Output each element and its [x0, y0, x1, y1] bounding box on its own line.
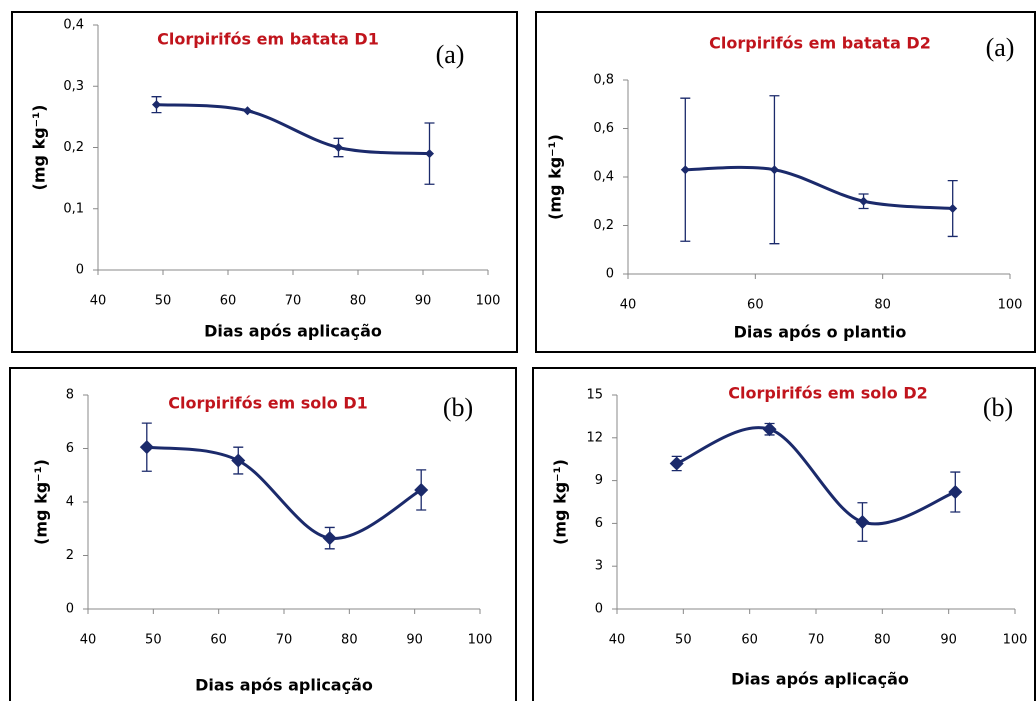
x-axis-label: Dias após o plantio [734, 323, 907, 342]
panel-label: (a) [436, 40, 465, 69]
y-tick-label: 0,2 [63, 140, 84, 155]
y-tick-label: 0 [606, 267, 614, 282]
x-tick-label: 60 [220, 294, 237, 309]
x-axis-label: Dias após aplicação [731, 670, 909, 689]
y-tick-label: 3 [595, 559, 603, 574]
x-tick-label: 80 [350, 294, 367, 309]
chart-title: Clorpirifós em batata D1 [157, 30, 379, 49]
data-point [425, 149, 434, 159]
data-point [322, 531, 337, 546]
data-line [146, 445, 422, 540]
y-tick-label: 4 [66, 495, 74, 510]
x-tick-label: 40 [80, 633, 97, 648]
x-tick-label: 50 [155, 294, 172, 309]
x-tick-label: 80 [874, 633, 891, 648]
panel-frame [535, 11, 1036, 353]
y-tick-label: 0,8 [593, 73, 614, 88]
y-tick-label: 12 [586, 430, 603, 445]
data-point [762, 422, 777, 437]
x-tick-label: 100 [1003, 633, 1028, 648]
y-tick-label: 0,4 [593, 170, 614, 185]
x-tick-label: 40 [609, 633, 626, 648]
data-point [139, 440, 154, 455]
y-tick-label: 0 [66, 602, 74, 617]
data-point [855, 514, 870, 529]
y-axis-label: (mg kg⁻¹) [546, 134, 565, 220]
y-tick-label: 0,3 [63, 79, 84, 94]
y-axis-label: (mg kg⁻¹) [32, 459, 51, 545]
y-tick-label: 15 [586, 388, 603, 403]
y-tick-label: 6 [66, 441, 74, 456]
y-tick-label: 9 [595, 473, 603, 488]
panel-frame [11, 11, 518, 353]
data-point [769, 165, 779, 175]
data-point [414, 482, 429, 497]
y-tick-label: 2 [66, 548, 74, 563]
y-axis-label: (mg kg⁻¹) [551, 459, 570, 545]
panel-label: (b) [443, 393, 473, 422]
x-tick-label: 60 [741, 633, 758, 648]
y-tick-label: 6 [595, 516, 603, 531]
x-tick-label: 100 [468, 633, 493, 648]
x-tick-label: 70 [276, 633, 293, 648]
x-tick-label: 40 [90, 294, 107, 309]
y-tick-label: 8 [66, 388, 74, 403]
data-point [152, 100, 161, 110]
data-point [231, 453, 246, 468]
x-tick-label: 70 [808, 633, 825, 648]
y-tick-label: 0,4 [63, 18, 84, 33]
y-tick-label: 0,1 [63, 201, 84, 216]
x-tick-label: 100 [998, 298, 1023, 313]
data-point [680, 165, 690, 175]
data-line [685, 165, 953, 211]
x-tick-label: 80 [341, 633, 358, 648]
x-tick-label: 100 [476, 294, 501, 309]
panel-label: (a) [986, 33, 1015, 62]
panel-label: (b) [983, 393, 1013, 422]
y-axis-label: (mg kg⁻¹) [30, 105, 49, 191]
panel-frame [532, 367, 1036, 701]
x-tick-label: 60 [210, 633, 227, 648]
data-line [156, 103, 430, 156]
data-point [948, 204, 958, 214]
x-tick-label: 70 [285, 294, 302, 309]
x-tick-label: 80 [874, 298, 891, 313]
data-line [676, 426, 956, 526]
x-tick-label: 60 [747, 298, 764, 313]
x-tick-label: 90 [940, 633, 957, 648]
data-point [243, 106, 252, 116]
y-tick-label: 0,6 [593, 121, 614, 136]
x-tick-label: 40 [620, 298, 637, 313]
chart-title: Clorpirifós em batata D2 [709, 34, 931, 53]
y-tick-label: 0 [595, 602, 603, 617]
x-tick-label: 90 [415, 294, 432, 309]
data-point [859, 196, 869, 206]
y-tick-label: 0,2 [593, 218, 614, 233]
y-tick-label: 0 [76, 263, 84, 278]
data-point [669, 456, 684, 471]
data-point [334, 143, 343, 152]
x-tick-label: 50 [675, 633, 692, 648]
x-tick-label: 90 [406, 633, 423, 648]
x-axis-label: Dias após aplicação [195, 676, 373, 695]
x-tick-label: 50 [145, 633, 162, 648]
x-axis-label: Dias após aplicação [204, 322, 382, 341]
panel-frame [9, 367, 517, 701]
data-point [948, 485, 963, 500]
chart-title: Clorpirifós em solo D2 [728, 384, 928, 403]
chart-title: Clorpirifós em solo D1 [168, 394, 368, 413]
